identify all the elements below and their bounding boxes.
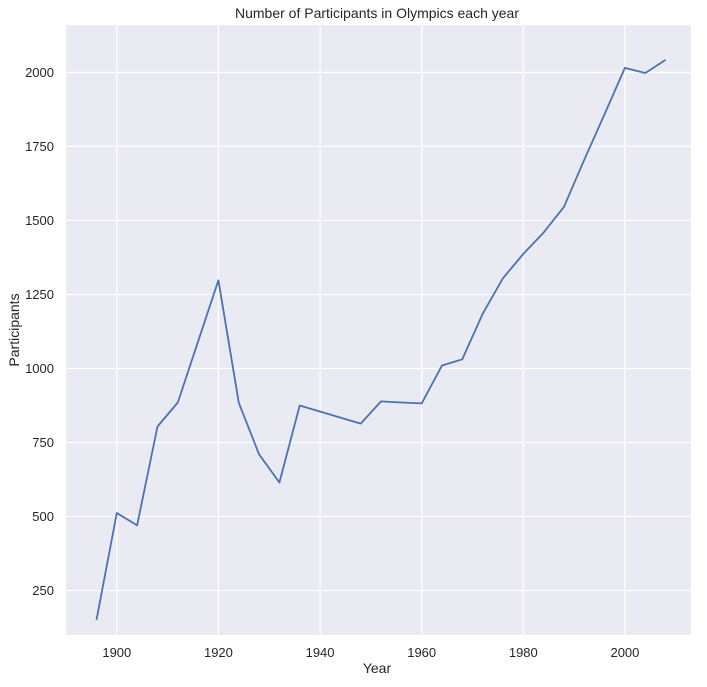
x-tick-label: 1980 [509, 645, 538, 660]
grid-lines [66, 25, 691, 635]
y-axis-label: Participants [6, 293, 22, 366]
x-tick-label: 1900 [102, 645, 131, 660]
y-tick-label: 1000 [25, 361, 54, 376]
series-layer [95, 59, 667, 621]
y-tick-label: 250 [32, 583, 54, 598]
chart-title: Number of Participants in Olympics each … [235, 5, 519, 21]
series-line [95, 59, 667, 621]
plot-area [66, 25, 691, 635]
y-tick-label: 500 [32, 509, 54, 524]
x-axis-ticks: 1900 1920 1940 1960 1980 2000 [102, 645, 639, 660]
y-tick-label: 1500 [25, 213, 54, 228]
y-axis-ticks: 250 500 750 1000 1250 1500 1750 2000 [25, 65, 54, 598]
x-axis-label: Year [363, 660, 392, 676]
y-tick-label: 1750 [25, 139, 54, 154]
y-tick-label: 750 [32, 435, 54, 450]
y-tick-label: 2000 [25, 65, 54, 80]
x-tick-label: 1960 [407, 645, 436, 660]
x-tick-label: 1940 [306, 645, 335, 660]
y-tick-label: 1250 [25, 287, 54, 302]
x-tick-label: 1920 [204, 645, 233, 660]
x-tick-label: 2000 [610, 645, 639, 660]
